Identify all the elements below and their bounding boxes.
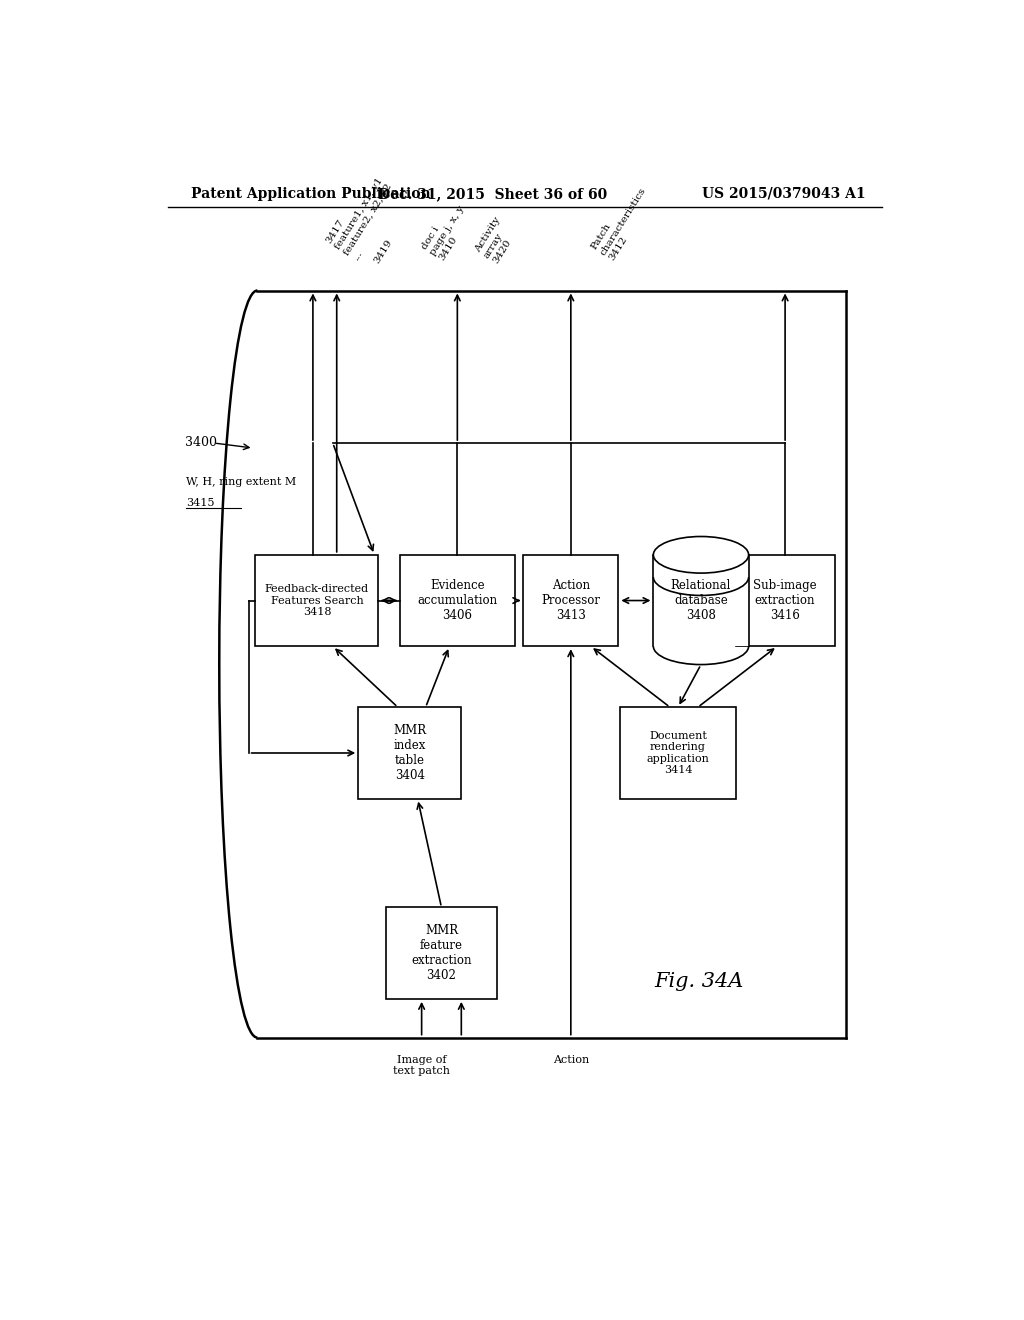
FancyBboxPatch shape xyxy=(358,708,461,799)
Text: Image of
text patch: Image of text patch xyxy=(393,1055,451,1077)
FancyBboxPatch shape xyxy=(621,708,735,799)
Ellipse shape xyxy=(653,536,749,573)
Text: Action
Processor
3413: Action Processor 3413 xyxy=(542,579,600,622)
Text: 3417
feature1, x1, y1
feature2, x2, y2
...: 3417 feature1, x1, y1 feature2, x2, y2 .… xyxy=(325,170,402,263)
Text: Patch
characteristics
3412: Patch characteristics 3412 xyxy=(590,180,656,263)
Text: MMR
index
table
3404: MMR index table 3404 xyxy=(393,723,426,781)
Text: W, H, ring extent M: W, H, ring extent M xyxy=(186,477,296,487)
Text: US 2015/0379043 A1: US 2015/0379043 A1 xyxy=(702,187,866,201)
Text: Sub-image
extraction
3416: Sub-image extraction 3416 xyxy=(754,579,817,622)
Text: Feedback-directed
Features Search
3418: Feedback-directed Features Search 3418 xyxy=(265,583,369,618)
Text: Activity
array
3420: Activity array 3420 xyxy=(473,215,520,265)
Text: Action: Action xyxy=(553,1055,589,1065)
Text: Relational
database
3408: Relational database 3408 xyxy=(671,579,731,622)
FancyBboxPatch shape xyxy=(255,554,379,647)
FancyBboxPatch shape xyxy=(399,554,515,647)
FancyBboxPatch shape xyxy=(386,907,497,999)
Text: 3400: 3400 xyxy=(185,437,217,450)
FancyBboxPatch shape xyxy=(523,554,618,647)
Text: MMR
feature
extraction
3402: MMR feature extraction 3402 xyxy=(412,924,472,982)
Text: 3419: 3419 xyxy=(373,238,394,265)
Text: Document
rendering
application
3414: Document rendering application 3414 xyxy=(646,730,710,775)
Text: Fig. 34A: Fig. 34A xyxy=(654,973,744,991)
FancyBboxPatch shape xyxy=(735,554,835,647)
Text: doc i
page j, x, y
3410: doc i page j, x, y 3410 xyxy=(420,198,475,263)
Bar xyxy=(653,554,749,647)
Text: Evidence
accumulation
3406: Evidence accumulation 3406 xyxy=(418,579,498,622)
Text: Dec. 31, 2015  Sheet 36 of 60: Dec. 31, 2015 Sheet 36 of 60 xyxy=(379,187,607,201)
Text: Patent Application Publication: Patent Application Publication xyxy=(191,187,431,201)
Text: 3415: 3415 xyxy=(186,498,214,508)
